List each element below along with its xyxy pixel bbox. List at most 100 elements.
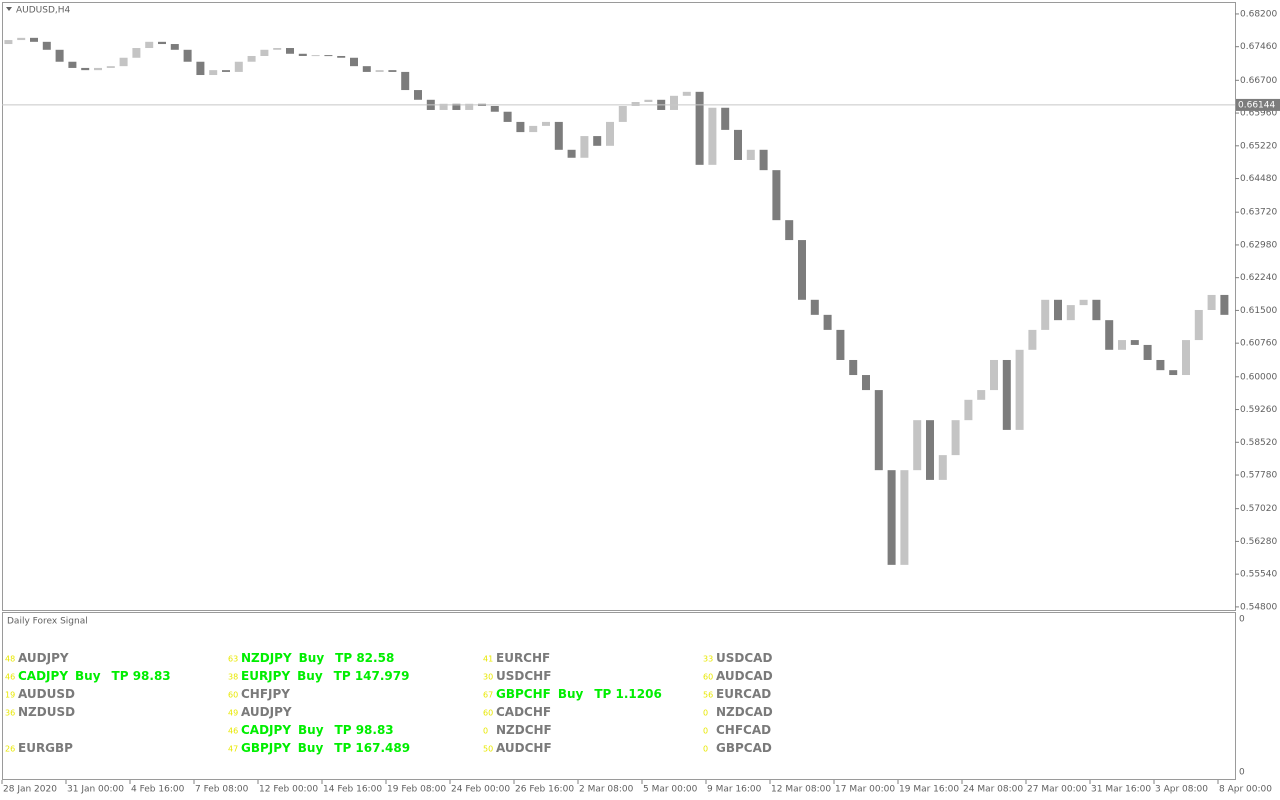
signal-row: GBPJPY Buy TP 167.489 — [241, 741, 410, 755]
candle — [542, 121, 550, 126]
candle — [977, 390, 986, 400]
indicator-scale-label: 0 — [1239, 615, 1245, 625]
y-tick-label: 0.67460 — [1240, 42, 1277, 52]
signal-row: GBPCAD — [716, 741, 772, 755]
pair-name: NZDCAD — [716, 705, 773, 719]
candle — [439, 103, 448, 110]
y-tick-label: 0.59260 — [1240, 405, 1277, 415]
signal-strength: 60 — [703, 673, 713, 682]
signal-strength: 38 — [228, 673, 238, 682]
pair-name: AUDJPY — [18, 651, 69, 665]
signal-strength: 36 — [5, 709, 15, 718]
y-tick-label: 0.68200 — [1240, 9, 1277, 19]
signal-row: AUDJPY — [18, 651, 69, 665]
take-profit: TP 82.58 — [335, 651, 394, 665]
x-tick-label: 2 Mar 08:00 — [579, 785, 634, 795]
x-tick-label: 7 Feb 08:00 — [195, 785, 249, 795]
candle — [55, 49, 64, 62]
indicator-scale-label: 0 — [1239, 768, 1245, 778]
pair-name: CADJPY — [241, 723, 291, 737]
x-tick-label: 12 Feb 00:00 — [259, 785, 318, 795]
signal-row: NZDUSD — [18, 705, 75, 719]
candle — [938, 455, 947, 480]
x-tick-label: 14 Feb 16:00 — [323, 785, 382, 795]
pair-name: EURJPY — [241, 669, 290, 683]
signal-row: USDCHF — [496, 669, 551, 683]
candle — [772, 170, 781, 221]
signal-direction: Buy — [558, 687, 584, 701]
x-tick-label: 3 Apr 08:00 — [1155, 785, 1208, 795]
candle — [286, 48, 294, 54]
indicator-frame — [2, 612, 1236, 780]
signal-row: EURJPY Buy TP 147.979 — [241, 669, 409, 683]
y-tick-label: 0.62980 — [1240, 240, 1277, 250]
y-tick-label: 0.56280 — [1240, 537, 1277, 547]
candle — [260, 49, 269, 56]
x-tick-label: 19 Feb 08:00 — [387, 785, 446, 795]
candle — [823, 314, 832, 330]
signal-strength: 67 — [483, 691, 493, 700]
y-tick-label: 0.55540 — [1240, 570, 1277, 580]
pair-name: NZDJPY — [241, 651, 292, 665]
signal-row: AUDUSD — [18, 687, 75, 701]
signal-strength: 33 — [703, 655, 713, 664]
candle — [234, 61, 243, 72]
candle — [145, 41, 154, 49]
candle — [593, 136, 602, 146]
signal-row: NZDCHF — [496, 723, 552, 737]
signal-direction: Buy — [299, 651, 325, 665]
x-tick-label: 24 Feb 00:00 — [451, 785, 510, 795]
candle — [119, 57, 128, 67]
y-tick-label: 0.60760 — [1240, 339, 1277, 349]
main-chart-frame — [2, 2, 1236, 611]
signal-row: EURGBP — [18, 741, 73, 755]
signal-row: GBPCHF Buy TP 1.1206 — [496, 687, 662, 701]
candle — [580, 136, 589, 158]
candle — [1028, 329, 1037, 350]
candle — [388, 70, 397, 72]
candle — [17, 37, 26, 41]
candle — [926, 420, 934, 480]
candle — [606, 121, 614, 146]
signal-strength: 0 — [703, 709, 708, 718]
x-tick-label: 24 Mar 08:00 — [963, 785, 1023, 795]
candle — [1220, 294, 1229, 315]
candle — [68, 61, 77, 68]
candle — [1194, 309, 1203, 341]
candle — [900, 470, 909, 565]
candle — [170, 44, 179, 50]
signal-row: EURCHF — [496, 651, 550, 665]
pair-name: CHFJPY — [241, 687, 290, 701]
candle — [196, 61, 205, 76]
symbol-menu-arrow[interactable] — [6, 7, 12, 11]
candle — [644, 99, 653, 103]
pair-name: AUDCAD — [716, 669, 773, 683]
signal-strength: 48 — [5, 655, 15, 664]
pair-name: EURGBP — [18, 741, 73, 755]
candle — [913, 420, 922, 471]
pair-name: GBPCAD — [716, 741, 772, 755]
signal-strength: 0 — [703, 727, 708, 736]
candle — [337, 55, 346, 58]
y-tick-label: 0.57780 — [1240, 471, 1277, 481]
pair-name: NZDCHF — [496, 723, 552, 737]
candle — [746, 149, 755, 160]
current-price-label: 0.66144 — [1238, 100, 1275, 110]
candle — [734, 129, 742, 160]
candle — [490, 105, 499, 112]
y-tick-label: 0.54800 — [1240, 602, 1277, 612]
x-tick-label: 12 Mar 08:00 — [771, 785, 831, 795]
candle — [849, 359, 858, 376]
y-tick-label: 0.57020 — [1240, 504, 1277, 514]
y-tick-label: 0.63720 — [1240, 208, 1277, 218]
signal-row: AUDCAD — [716, 669, 773, 683]
x-tick-label: 17 Mar 00:00 — [835, 785, 895, 795]
candle — [375, 70, 384, 72]
x-tick-label: 28 Jan 2020 — [3, 785, 57, 795]
candle — [1169, 370, 1178, 376]
candle — [1054, 299, 1062, 321]
candle — [516, 121, 525, 133]
signal-direction: Buy — [75, 669, 101, 683]
signal-strength: 60 — [483, 709, 493, 718]
